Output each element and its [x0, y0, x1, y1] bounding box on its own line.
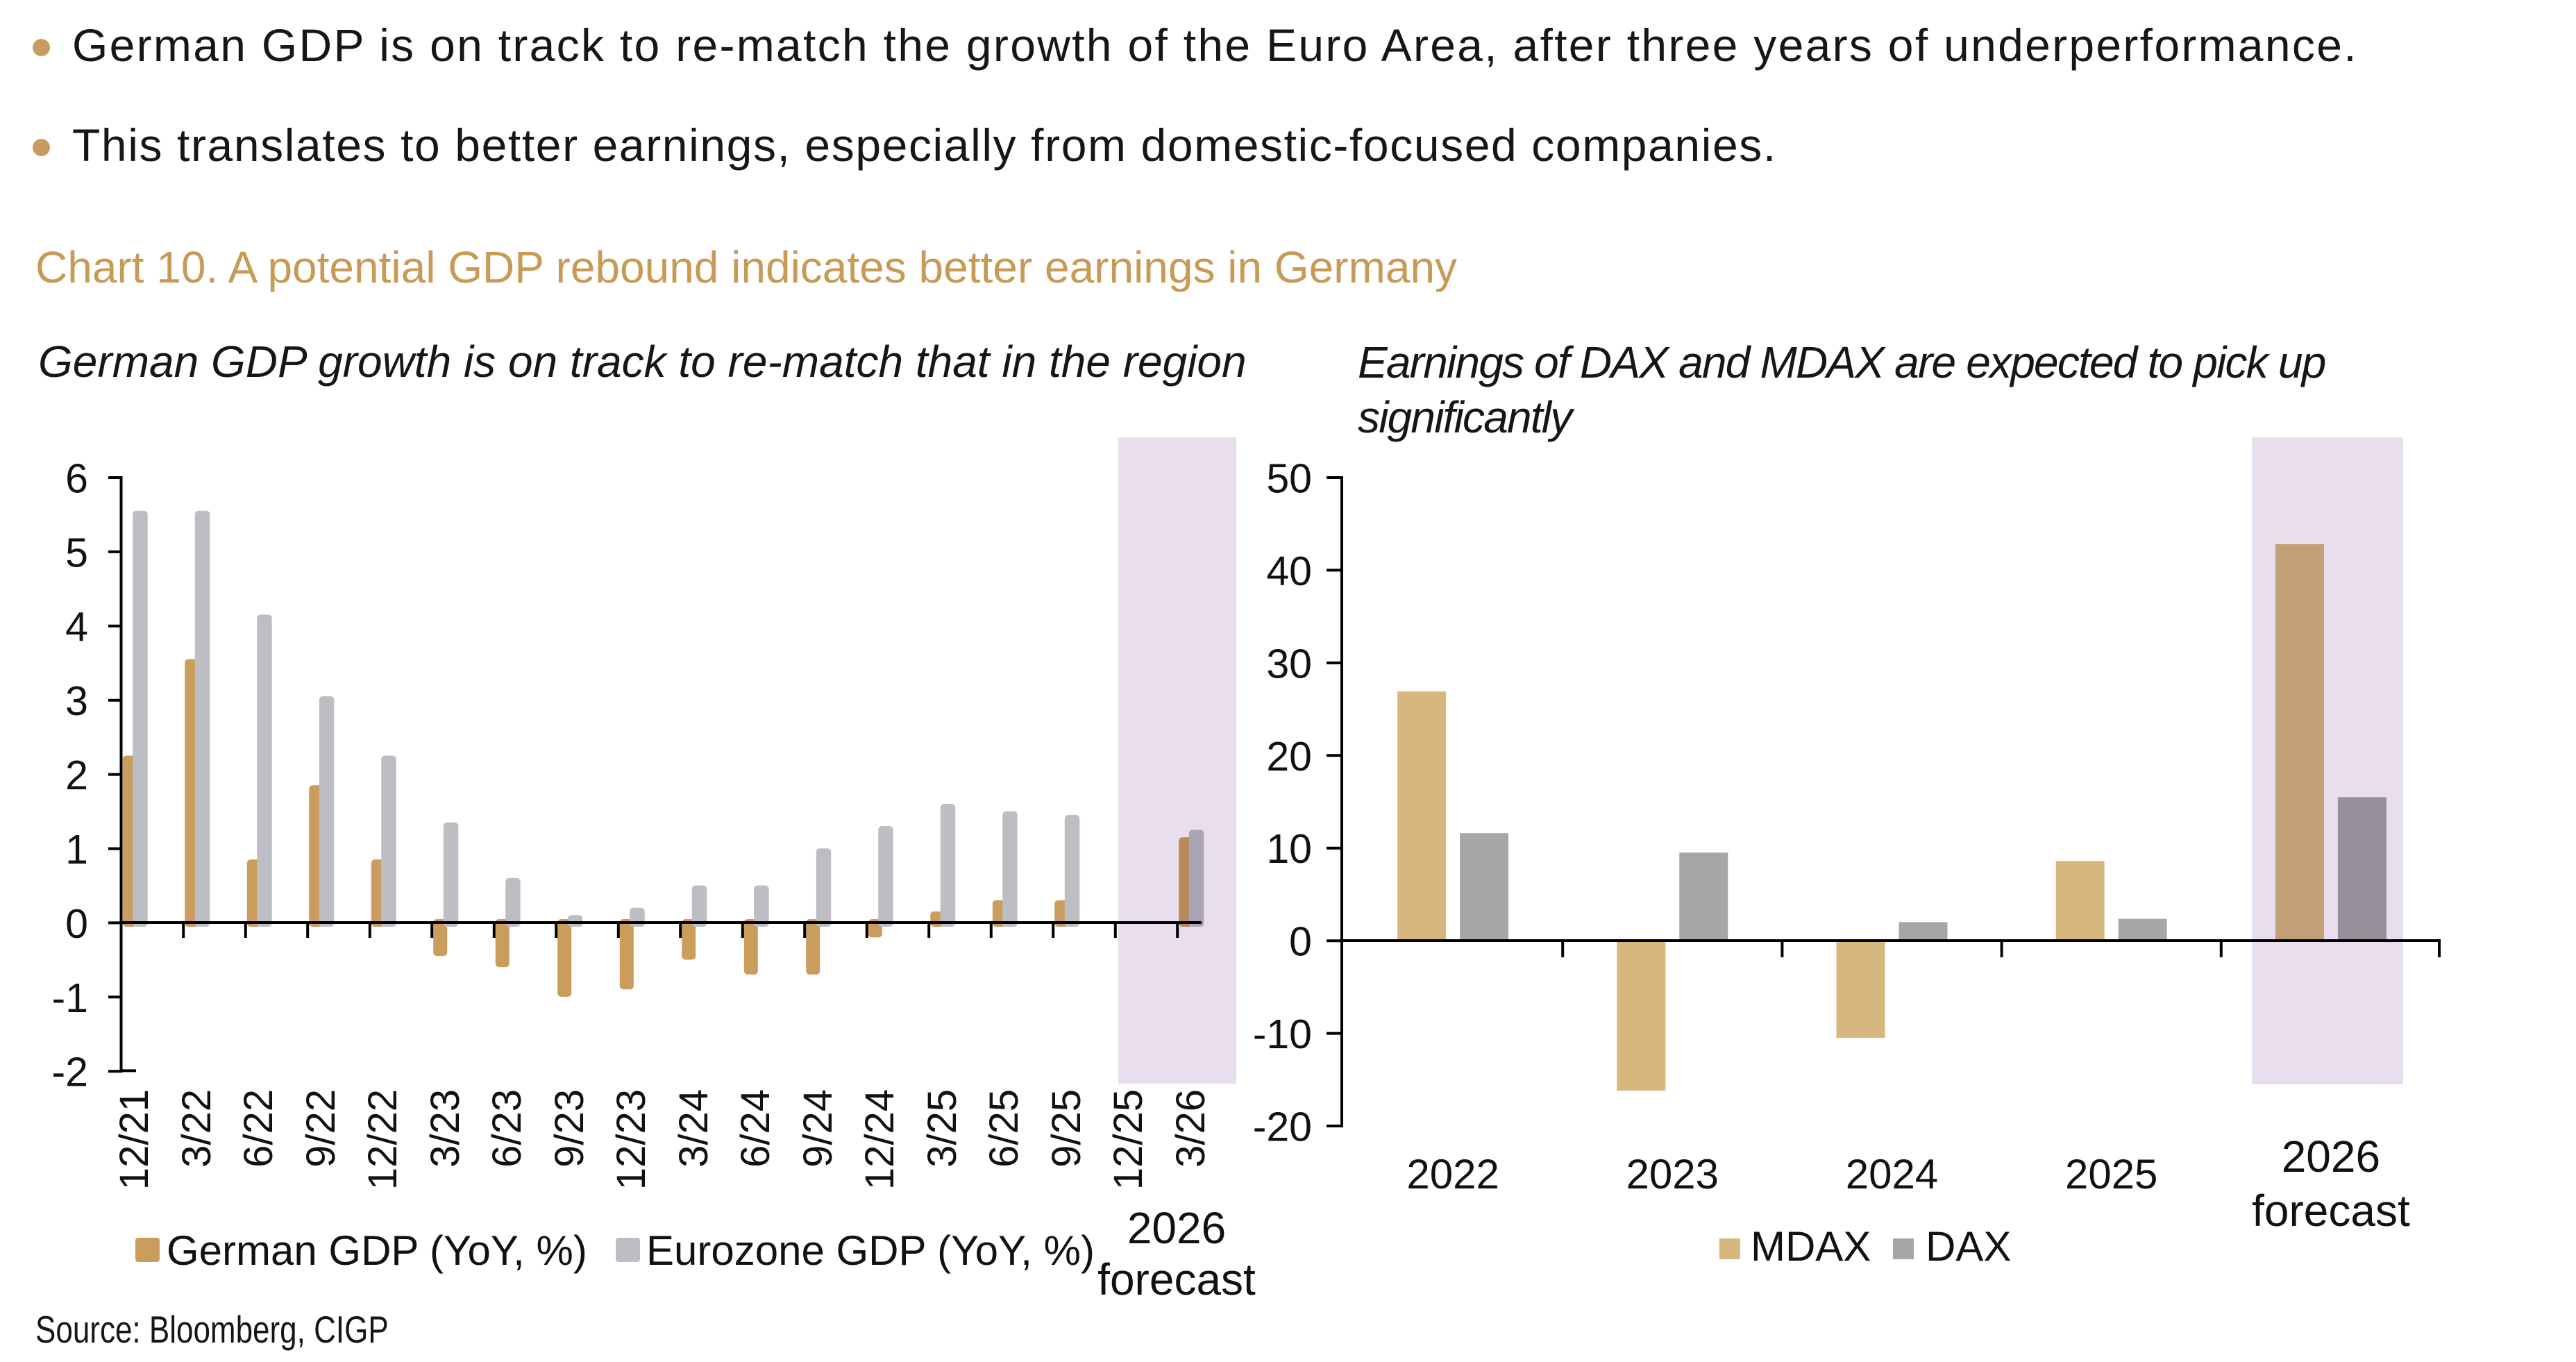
- svg-text:forecast: forecast: [1097, 1254, 1256, 1304]
- svg-text:Eurozone GDP (YoY, %): Eurozone GDP (YoY, %): [646, 1227, 1095, 1274]
- svg-text:9/25: 9/25: [1044, 1089, 1089, 1168]
- svg-text:MDAX: MDAX: [1751, 1223, 1871, 1270]
- svg-text:3: 3: [65, 678, 88, 724]
- svg-text:6: 6: [65, 456, 88, 502]
- svg-text:2024: 2024: [1846, 1151, 1938, 1197]
- svg-text:12/24: 12/24: [857, 1089, 902, 1190]
- svg-text:3/25: 3/25: [920, 1089, 965, 1168]
- svg-text:5: 5: [65, 530, 88, 575]
- svg-text:2025: 2025: [2065, 1151, 2157, 1197]
- svg-text:-1: -1: [52, 975, 88, 1021]
- svg-text:forecast: forecast: [2252, 1186, 2410, 1236]
- svg-text:2026: 2026: [2282, 1132, 2380, 1182]
- svg-text:3/22: 3/22: [174, 1089, 219, 1168]
- svg-text:12/23: 12/23: [609, 1089, 654, 1190]
- svg-text:0: 0: [65, 901, 88, 947]
- svg-text:20: 20: [1266, 734, 1312, 780]
- svg-text:6/24: 6/24: [733, 1089, 778, 1168]
- svg-text:3/24: 3/24: [671, 1089, 716, 1168]
- svg-text:DAX: DAX: [1926, 1223, 2011, 1270]
- svg-text:9/22: 9/22: [298, 1089, 344, 1168]
- svg-text:50: 50: [1266, 456, 1312, 502]
- svg-text:6/22: 6/22: [236, 1089, 281, 1168]
- svg-text:3/23: 3/23: [423, 1089, 468, 1168]
- svg-text:3/26: 3/26: [1168, 1089, 1213, 1168]
- svg-text:-10: -10: [1253, 1011, 1312, 1057]
- svg-text:4: 4: [65, 604, 88, 650]
- svg-text:German GDP (YoY, %): German GDP (YoY, %): [167, 1227, 587, 1274]
- svg-text:12/21: 12/21: [112, 1089, 157, 1190]
- svg-text:6/23: 6/23: [485, 1089, 530, 1168]
- svg-text:-20: -20: [1253, 1104, 1312, 1150]
- svg-text:2026: 2026: [1127, 1203, 1226, 1253]
- svg-text:-2: -2: [52, 1050, 88, 1095]
- svg-text:10: 10: [1266, 826, 1312, 872]
- svg-text:9/23: 9/23: [547, 1089, 592, 1168]
- svg-text:6/25: 6/25: [982, 1089, 1027, 1168]
- svg-text:1: 1: [65, 827, 88, 873]
- svg-text:2022: 2022: [1406, 1151, 1499, 1197]
- svg-text:0: 0: [1289, 919, 1312, 965]
- svg-text:12/25: 12/25: [1106, 1089, 1151, 1190]
- svg-text:30: 30: [1266, 641, 1312, 687]
- svg-text:40: 40: [1266, 548, 1312, 594]
- svg-text:2: 2: [65, 753, 88, 798]
- svg-text:9/24: 9/24: [795, 1089, 841, 1168]
- svg-text:12/22: 12/22: [360, 1089, 405, 1190]
- svg-text:2023: 2023: [1626, 1151, 1719, 1197]
